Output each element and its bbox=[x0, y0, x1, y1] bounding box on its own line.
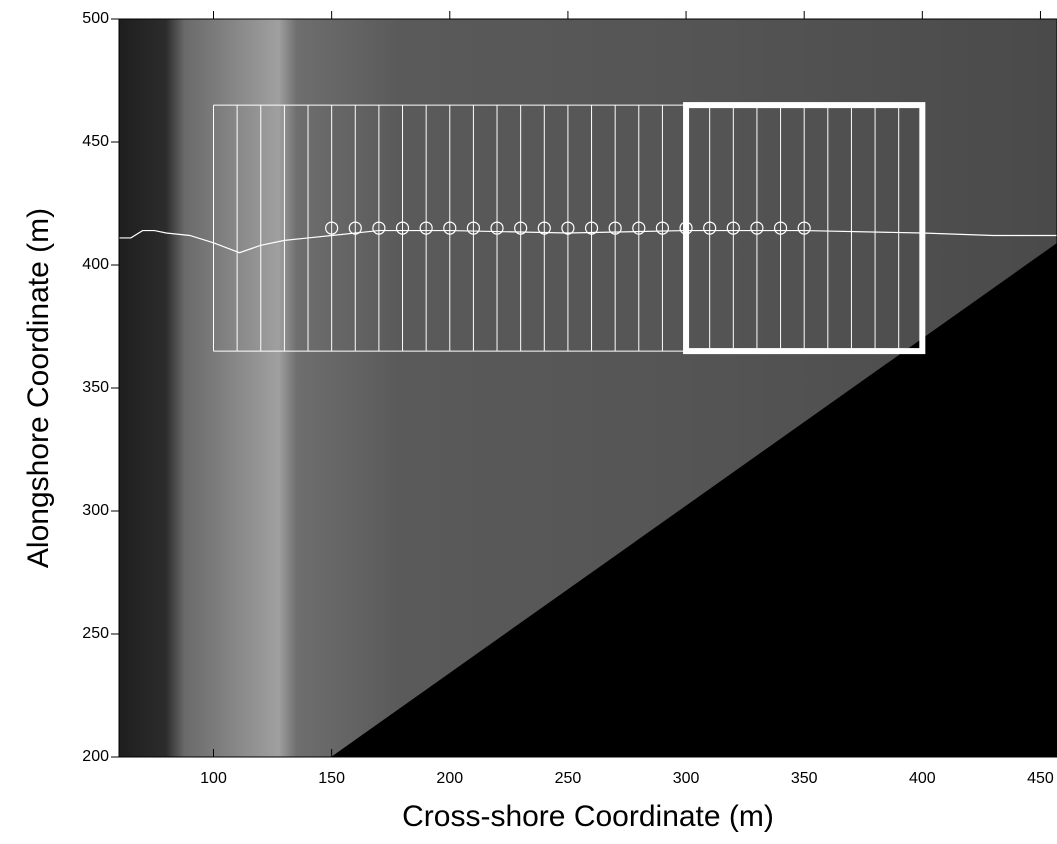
x-tick-label: 100 bbox=[200, 770, 227, 787]
x-tick-label: 200 bbox=[436, 770, 463, 787]
chart: Cross-shore Coordinate (m) Alongshore Co… bbox=[0, 0, 1057, 839]
y-tick-label: 400 bbox=[82, 256, 109, 273]
y-tick-label: 450 bbox=[82, 133, 109, 150]
y-tick-label: 250 bbox=[82, 625, 109, 642]
x-tick-label: 400 bbox=[909, 770, 936, 787]
x-tick-label: 250 bbox=[555, 770, 582, 787]
y-tick-label: 350 bbox=[82, 379, 109, 396]
y-tick-label: 300 bbox=[82, 502, 109, 519]
y-tick-label: 200 bbox=[82, 748, 109, 765]
image bbox=[119, 19, 1057, 757]
x-tick-label: 350 bbox=[791, 770, 818, 787]
x-tick-label: 450 bbox=[1027, 770, 1054, 787]
y-axis-label: Alongshore Coordinate (m) bbox=[22, 208, 55, 568]
x-axis-label: Cross-shore Coordinate (m) bbox=[402, 800, 774, 833]
y-tick-label: 500 bbox=[82, 10, 109, 27]
x-tick-label: 150 bbox=[318, 770, 345, 787]
x-tick-label: 300 bbox=[673, 770, 700, 787]
